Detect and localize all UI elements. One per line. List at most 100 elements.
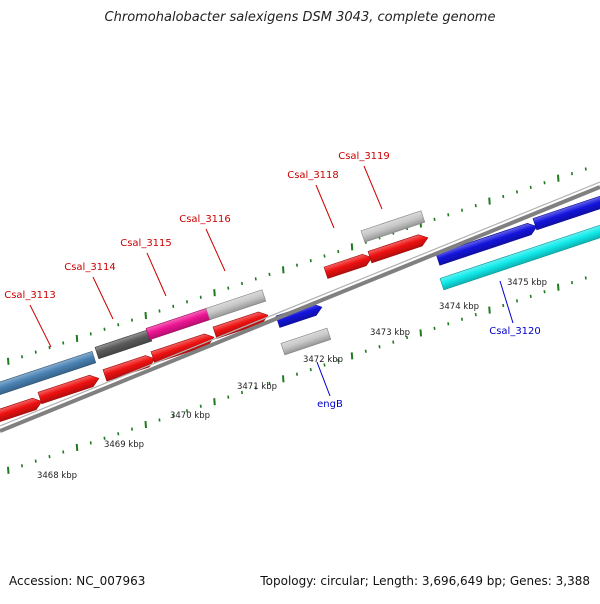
gene-csal-3114-box [94,329,153,360]
lower-minor-tick [570,280,574,285]
gene-features [0,195,600,425]
gene-cds-red-1-shape [0,397,43,425]
lower-minor-tick [34,459,37,463]
gene-label-engb: engB [317,399,343,410]
gene-label-csal-3114-leader [92,276,114,320]
scale-label-3473: 3473 kbp [370,328,410,338]
lower-minor-tick [584,276,587,280]
genome-backbone [0,181,600,433]
lower-minor-tick [89,441,92,445]
gene-label-csal-3120: Csal_3120 [489,326,541,337]
upper-minor-tick [172,304,175,309]
scale-label-3471: 3471 kbp [237,382,277,392]
upper-minor-tick [158,309,161,313]
upper-minor-tick [254,277,257,281]
scale-label-3469: 3469 kbp [104,440,144,450]
lower-major-tick [488,306,491,314]
page-title: Chromohalobacter salexigens DSM 3043, co… [104,10,496,25]
gene-cds-red-2 [37,374,100,405]
gene-label-csal-3115: Csal_3115 [120,238,172,249]
upper-minor-tick [337,249,340,254]
lower-minor-tick [460,317,464,321]
lower-minor-tick [185,409,189,413]
gene-engb-gray-box-shape [280,327,332,356]
gene-cds-red-6-shape [367,234,429,264]
upper-minor-tick [295,263,299,267]
lower-major-tick [350,352,354,360]
lower-minor-tick [199,404,202,408]
gene-csal-3114-box-shape [94,329,153,360]
upper-minor-tick [474,204,477,208]
gene-callouts: Csal_3113 Csal_3114 Csal_3115 Csal_3116 Csal… [4,151,541,410]
lower-major-tick [557,283,560,291]
lower-minor-tick [268,381,271,385]
upper-major-tick [282,266,285,274]
accession-label: Accession: NC_007963 [9,574,146,588]
gene-label-csal-3119: Csal_3119 [338,151,390,162]
upper-minor-tick [130,318,134,322]
lower-minor-tick [309,367,312,372]
upper-minor-tick [570,171,574,176]
gene-cds-red-6 [367,234,429,264]
upper-minor-tick [103,327,106,331]
upper-minor-tick [433,217,436,222]
gene-label-csal-3118-leader [315,184,335,229]
gene-cds-red-2-shape [37,374,100,405]
gene-blue-1-shape [435,223,538,266]
lower-tick-track [7,276,587,474]
upper-minor-tick [543,181,546,185]
gene-cds-red-3-shape [102,355,156,382]
upper-major-tick [75,334,79,343]
upper-minor-tick [502,194,505,199]
gene-csal-3118-box-shape [323,254,373,279]
lower-minor-tick [20,464,24,468]
lower-minor-tick [515,299,519,303]
upper-minor-tick [268,272,271,276]
lower-minor-tick [337,358,340,363]
gene-csal-3119-box-shape [360,210,426,243]
lower-major-tick [75,443,79,452]
gene-label-csal-3120-leader [499,280,514,324]
gene-label-csal-3115-leader [146,252,167,297]
upper-minor-tick [323,254,326,258]
upper-major-tick [144,311,147,320]
gene-csal-3116-box [205,289,267,321]
gene-label-csal-3116-leader [205,228,226,272]
gene-label-engb-leader [316,361,331,397]
lower-minor-tick [543,290,546,294]
lower-minor-tick [172,413,175,418]
upper-major-tick [213,289,216,297]
upper-major-tick [7,357,10,365]
upper-minor-tick [185,300,189,304]
gene-csal-3120-box [439,221,600,291]
genome-summary: Topology: circular; Length: 3,696,649 bp… [260,574,590,588]
scale-label-3468: 3468 kbp [37,471,77,481]
scale-labels: 3468 kbp 3469 kbp 3470 kbp 3471 kbp 3472 kbp… [37,278,547,481]
backbone-line-highlight [0,181,600,427]
lower-major-tick [7,466,10,474]
lower-major-tick [144,420,147,429]
lower-minor-tick [392,340,395,344]
scale-label-3475: 3475 kbp [507,278,547,288]
gene-csal-3116-box-shape [205,289,267,321]
lower-minor-tick [433,326,436,331]
upper-minor-tick [515,190,519,194]
upper-minor-tick [48,345,51,350]
gene-cds-red-5-shape [212,311,269,339]
upper-major-tick [557,174,560,182]
gene-csal-3118-box [323,254,373,279]
lower-minor-tick [130,427,134,431]
upper-tick-track [7,167,587,365]
lower-minor-tick [378,345,381,349]
gene-engb-gray-box [280,327,332,356]
upper-minor-tick [89,332,92,336]
gene-label-csal-3116: Csal_3116 [179,214,231,225]
lower-minor-tick [502,303,505,308]
lower-major-tick [419,329,422,337]
gene-cds-red-5 [212,311,269,339]
upper-minor-tick [460,208,464,212]
upper-minor-tick [227,286,230,290]
scale-label-3474: 3474 kbp [439,302,479,312]
